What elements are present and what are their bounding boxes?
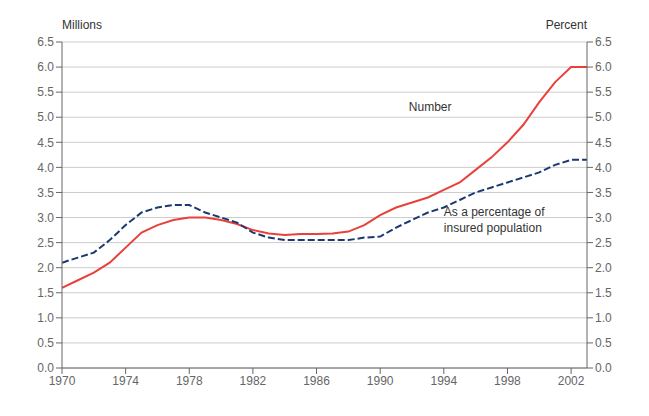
svg-text:0.5: 0.5 [595, 336, 612, 350]
svg-text:3.5: 3.5 [595, 186, 612, 200]
svg-text:1978: 1978 [176, 374, 203, 388]
svg-text:2.0: 2.0 [595, 261, 612, 275]
html-text:Percent: Percent [545, 18, 587, 32]
svg-text:6.0: 6.0 [37, 60, 54, 74]
svg-text:1990: 1990 [367, 374, 394, 388]
svg-text:1994: 1994 [430, 374, 457, 388]
svg-text:6.5: 6.5 [595, 35, 612, 49]
svg-text:5.5: 5.5 [595, 85, 612, 99]
svg-text:1.5: 1.5 [37, 286, 54, 300]
svg-text:2.5: 2.5 [37, 236, 54, 250]
svg-text:6.5: 6.5 [37, 35, 54, 49]
svg-text:Number: Number [409, 100, 452, 114]
svg-text:1986: 1986 [303, 374, 330, 388]
svg-text:1.0: 1.0 [595, 311, 612, 325]
svg-text:3.0: 3.0 [37, 211, 54, 225]
svg-text:4.0: 4.0 [37, 161, 54, 175]
svg-text:4.0: 4.0 [595, 161, 612, 175]
svg-text:2.5: 2.5 [595, 236, 612, 250]
svg-text:0.5: 0.5 [37, 336, 54, 350]
svg-text:1998: 1998 [494, 374, 521, 388]
svg-text:1974: 1974 [112, 374, 139, 388]
svg-text:1.5: 1.5 [595, 286, 612, 300]
svg-text:6.0: 6.0 [595, 60, 612, 74]
svg-text:5.0: 5.0 [37, 110, 54, 124]
svg-text:3.0: 3.0 [595, 211, 612, 225]
svg-text:0.0: 0.0 [595, 361, 612, 375]
svg-text:1970: 1970 [49, 374, 76, 388]
svg-text:5.5: 5.5 [37, 85, 54, 99]
html-text:Millions: Millions [62, 18, 102, 32]
svg-text:4.5: 4.5 [595, 136, 612, 150]
svg-text:2.0: 2.0 [37, 261, 54, 275]
svg-text:1982: 1982 [240, 374, 267, 388]
svg-text:As a percentage ofinsured popu: As a percentage ofinsured population [444, 205, 545, 235]
svg-text:5.0: 5.0 [595, 110, 612, 124]
svg-text:2002: 2002 [558, 374, 585, 388]
svg-text:4.5: 4.5 [37, 136, 54, 150]
svg-text:0.0: 0.0 [37, 361, 54, 375]
svg-text:3.5: 3.5 [37, 186, 54, 200]
svg-text:1.0: 1.0 [37, 311, 54, 325]
